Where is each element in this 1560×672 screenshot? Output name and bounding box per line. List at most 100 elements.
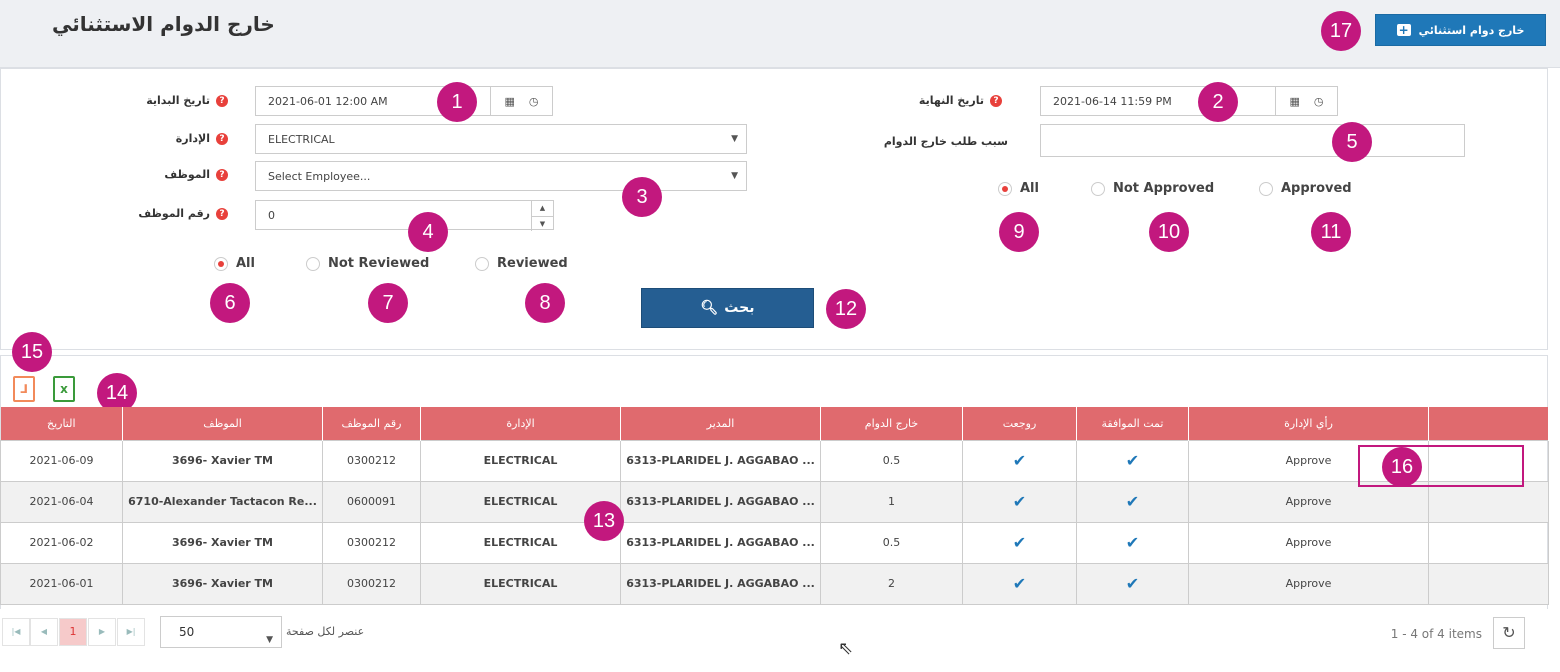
- add-exceptional-overtime-button[interactable]: + خارج دوام استثنائي: [1375, 14, 1546, 46]
- prev-page-icon[interactable]: ◀: [30, 618, 58, 646]
- review-radio-all[interactable]: All: [214, 256, 255, 271]
- page-size-select[interactable]: 50 ▼: [160, 616, 282, 648]
- column-header[interactable]: المدير: [620, 407, 821, 440]
- approved-check-icon: ✔: [1076, 562, 1189, 605]
- search-button[interactable]: 🔍︎ بحث: [641, 288, 814, 328]
- employee-number-cell: 0300212: [322, 562, 421, 605]
- radio-icon[interactable]: [1091, 181, 1105, 196]
- end-date-picker[interactable]: ▦ ◷: [1275, 86, 1338, 116]
- help-icon: ?: [216, 208, 228, 220]
- approve-radio-all[interactable]: All: [998, 181, 1039, 196]
- column-header[interactable]: التاريخ: [0, 407, 123, 440]
- page-title: خارج الدوام الاستثنائي: [52, 12, 275, 36]
- approve-radio-approved[interactable]: Approved: [1259, 181, 1352, 196]
- callout-badge: 6: [210, 283, 250, 323]
- manager-cell: 6313-PLARIDEL J. AGGABAO ...: [620, 521, 821, 564]
- end-date-input[interactable]: 2021-06-14 11:59 PM: [1040, 86, 1276, 116]
- employee-cell: 3696- Xavier TM: [122, 562, 323, 605]
- highlight-box: [1358, 445, 1524, 487]
- excel-icon[interactable]: x: [53, 376, 75, 402]
- employee-number-cell: 0600091: [322, 480, 421, 523]
- callout-badge: 4: [408, 212, 448, 252]
- radio-icon[interactable]: [998, 181, 1012, 196]
- reviewed-check-icon: ✔: [962, 439, 1077, 482]
- action-cell[interactable]: [1428, 521, 1549, 564]
- calendar-icon[interactable]: ▦: [1289, 94, 1300, 108]
- employee-cell: 3696- Xavier TM: [122, 439, 323, 482]
- column-header: [1428, 407, 1549, 440]
- table-row[interactable]: 2021-06-01 3696- Xavier TM 0300212 ELECT…: [0, 562, 1549, 605]
- date-cell: 2021-06-04: [0, 480, 123, 523]
- plus-icon: +: [1396, 23, 1411, 37]
- stepper-down-icon[interactable]: ▼: [539, 219, 546, 228]
- column-header[interactable]: تمت الموافقة: [1076, 407, 1189, 440]
- search-icon: 🔍︎: [700, 300, 719, 316]
- reviewed-check-icon: ✔: [962, 521, 1077, 564]
- table-row[interactable]: 2021-06-09 3696- Xavier TM 0300212 ELECT…: [0, 439, 1549, 482]
- column-header[interactable]: خارج الدوام: [820, 407, 963, 440]
- radio-icon[interactable]: [214, 256, 228, 271]
- page-header: خارج الدوام الاستثنائي 17 + خارج دوام اس…: [0, 0, 1560, 68]
- management-opinion-cell: Approve: [1188, 562, 1429, 605]
- employee-select[interactable]: Select Employee... ▼: [255, 161, 747, 191]
- refresh-icon[interactable]: ↻: [1493, 617, 1525, 649]
- radio-icon[interactable]: [475, 256, 489, 271]
- items-info: 1 - 4 of 4 items: [1390, 627, 1482, 641]
- date-cell: 2021-06-01: [0, 562, 123, 605]
- review-radio-not-reviewed[interactable]: Not Reviewed: [306, 256, 429, 271]
- callout-badge: 3: [622, 177, 662, 217]
- column-header[interactable]: الإدارة: [420, 407, 621, 440]
- pager: |◀ ◀ 1 ▶ ▶| 50 ▼ عنصر لكل صفحة 1 - 4 of 4…: [0, 609, 1548, 657]
- radio-icon[interactable]: [306, 256, 320, 271]
- table-row[interactable]: 2021-06-02 3696- Xavier TM 0300212 ELECT…: [0, 521, 1549, 564]
- callout-badge: 13: [584, 501, 624, 541]
- page-number-button[interactable]: 1: [59, 618, 87, 646]
- department-cell: ELECTRICAL: [420, 439, 621, 482]
- last-page-icon[interactable]: ▶|: [117, 618, 145, 646]
- callout-badge: 8: [525, 283, 565, 323]
- start-date-picker[interactable]: ▦ ◷: [490, 86, 553, 116]
- next-page-icon[interactable]: ▶: [88, 618, 116, 646]
- callout-badge: 15: [12, 332, 52, 372]
- overtime-cell: 0.5: [820, 439, 963, 482]
- callout-badge: 14: [97, 373, 137, 413]
- mouse-cursor-icon: ⇖: [838, 638, 854, 659]
- action-cell[interactable]: [1428, 480, 1549, 523]
- callout-badge: 5: [1332, 122, 1372, 162]
- column-header[interactable]: الموظف: [122, 407, 323, 440]
- chevron-down-icon: ▼: [266, 635, 273, 645]
- department-label: الإدارة?: [120, 132, 228, 145]
- date-cell: 2021-06-02: [0, 521, 123, 564]
- review-radio-reviewed[interactable]: Reviewed: [475, 256, 568, 271]
- radio-icon[interactable]: [1259, 181, 1273, 196]
- table-header-row: التاريخ الموظف رقم الموظف الإدارة المدير…: [0, 407, 1549, 440]
- table-row[interactable]: 2021-06-04 6710-Alexander Tactacon Re...…: [0, 480, 1549, 523]
- pdf-icon[interactable]: ⅃: [13, 376, 35, 402]
- column-header[interactable]: رأي الإدارة: [1188, 407, 1429, 440]
- employee-number-input[interactable]: 0 ▲ ▼: [255, 200, 554, 231]
- overtime-reason-input[interactable]: [1040, 124, 1465, 157]
- search-button-label: بحث: [724, 300, 755, 316]
- approved-check-icon: ✔: [1076, 521, 1189, 564]
- action-cell[interactable]: [1428, 562, 1549, 605]
- help-icon: ?: [216, 169, 228, 181]
- help-icon: ?: [216, 95, 228, 107]
- manager-cell: 6313-PLARIDEL J. AGGABAO ...: [620, 439, 821, 482]
- number-stepper[interactable]: ▲ ▼: [531, 201, 553, 231]
- column-header[interactable]: روجعت: [962, 407, 1077, 440]
- callout-badge: 17: [1321, 11, 1361, 51]
- department-select[interactable]: ELECTRICAL ▼: [255, 124, 747, 154]
- overtime-cell: 0.5: [820, 521, 963, 564]
- overtime-table: التاريخ الموظف رقم الموظف الإدارة المدير…: [0, 407, 1549, 605]
- manager-cell: 6313-PLARIDEL J. AGGABAO ...: [620, 480, 821, 523]
- clock-icon[interactable]: ◷: [1313, 94, 1324, 108]
- management-opinion-cell: Approve: [1188, 480, 1429, 523]
- date-cell: 2021-06-09: [0, 439, 123, 482]
- approve-radio-not-approved[interactable]: Not Approved: [1091, 181, 1214, 196]
- add-button-label: خارج دوام استثنائي: [1418, 23, 1525, 37]
- column-header[interactable]: رقم الموظف: [322, 407, 421, 440]
- stepper-up-icon[interactable]: ▲: [532, 201, 553, 217]
- first-page-icon[interactable]: |◀: [2, 618, 30, 646]
- clock-icon[interactable]: ◷: [528, 94, 539, 108]
- calendar-icon[interactable]: ▦: [504, 94, 515, 108]
